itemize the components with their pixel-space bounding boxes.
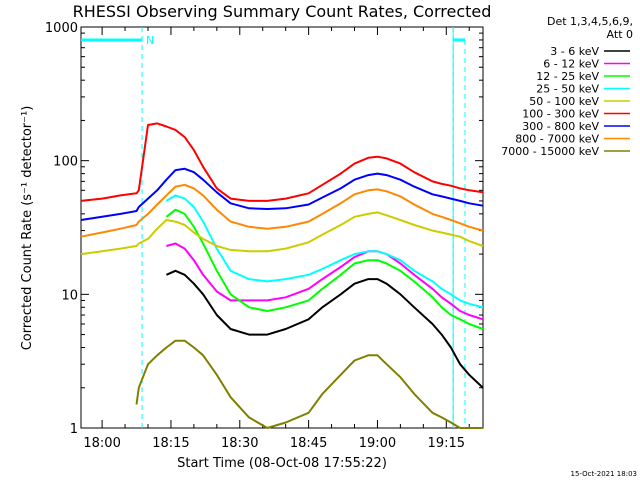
legend-header-line-1: Det 1,3,4,5,6,9, (547, 15, 633, 28)
x-tick-label: 18:30 (221, 436, 258, 451)
legend-label: 300 - 800 keV (522, 120, 599, 133)
x-tick-label: 19:15 (428, 436, 465, 451)
x-tick-label: 18:15 (152, 436, 189, 451)
legend-label: 25 - 50 keV (536, 83, 599, 96)
legend-label: 3 - 6 keV (550, 45, 599, 58)
legend-label: 50 - 100 keV (529, 95, 599, 108)
y-tick-label: 100 (53, 155, 78, 170)
event-markers: N (81, 27, 466, 428)
series-line-3 (165, 194, 484, 309)
timestamp: 15-Oct-2021 18:03 (571, 470, 637, 478)
series-line-5 (80, 122, 484, 202)
legend-label: 800 - 7000 keV (515, 133, 599, 146)
legend-label: 12 - 25 keV (536, 70, 599, 83)
legend-label: 6 - 12 keV (543, 58, 599, 71)
series-line-1 (166, 242, 484, 321)
y-tick-label: 1 (70, 422, 78, 437)
series-line-0 (165, 269, 484, 389)
legend-label: 7000 - 15000 keV (501, 145, 599, 158)
axes: 18:00 18:15 18:30 18:45 19:00 19:15 1 10 100 1000 (45, 21, 483, 451)
y-tick-label: 1000 (45, 21, 78, 36)
series-line-8 (135, 339, 483, 429)
legend-header-line-2: Att 0 (607, 28, 633, 41)
series-line-7 (80, 183, 484, 238)
series-line-2 (165, 208, 484, 330)
event-marker-label: N (146, 34, 154, 47)
x-tick-label: 18:45 (290, 436, 327, 451)
x-tick-label: 19:00 (359, 436, 396, 451)
x-tick-label: 18:00 (83, 436, 120, 451)
x-axis-label: Start Time (08-Oct-08 17:55:22) (177, 456, 387, 471)
y-axis-label: Corrected Count Rate (s⁻¹ detector⁻¹) (20, 106, 35, 351)
chart-title: RHESSI Observing Summary Count Rates, Co… (73, 2, 492, 21)
series-group (80, 122, 484, 429)
series-line-4 (80, 211, 484, 256)
series-line-6 (80, 167, 484, 221)
y-tick-label: 10 (61, 288, 78, 303)
legend-label: 100 - 300 keV (522, 108, 599, 121)
